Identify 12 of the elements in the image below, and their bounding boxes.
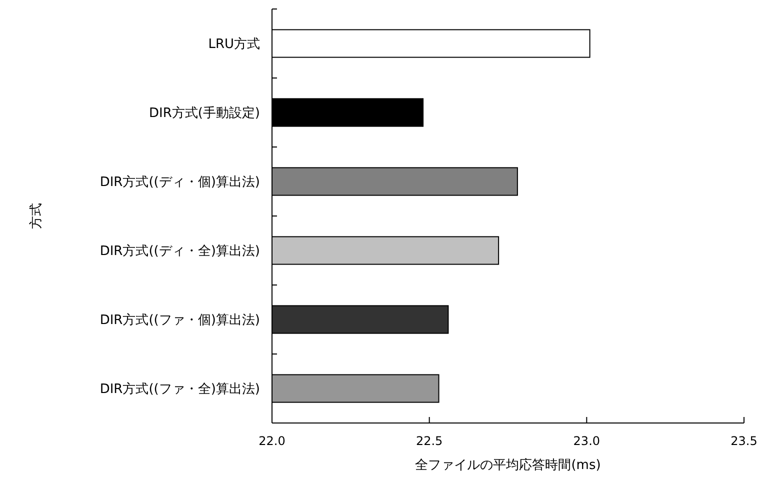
y-tick-label: DIR方式((ディ・全)算出法)	[100, 243, 260, 260]
x-tick-label: 23.5	[730, 434, 758, 448]
y-axis-title: 方式	[28, 203, 44, 229]
x-tick-label: 23.0	[573, 434, 600, 448]
x-tick-label: 22.0	[258, 434, 286, 448]
x-axis-title: 全ファイルの平均応答時間(ms)	[415, 457, 601, 473]
y-tick-label: LRU方式	[208, 36, 260, 52]
y-tick-label: DIR方式(手動設定)	[148, 105, 260, 122]
y-tick-label: DIR方式((ファ・全)算出法)	[100, 381, 260, 398]
x-tick-label: 22.5	[416, 434, 443, 448]
y-tick-label: DIR方式((ディ・個)算出法)	[100, 174, 260, 190]
y-tick-label: DIR方式((ファ・個)算出法)	[100, 312, 260, 328]
